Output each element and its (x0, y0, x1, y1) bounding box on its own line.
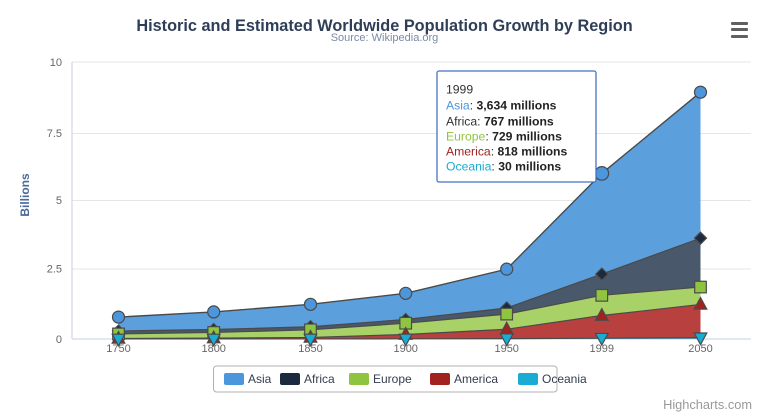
svg-text:1999: 1999 (446, 83, 473, 97)
svg-text:Oceania: Oceania (542, 372, 587, 386)
svg-text:Africa: Africa (304, 372, 335, 386)
svg-text:Asia: Asia (248, 372, 272, 386)
svg-text:Europe: 729 millions: Europe: 729 millions (446, 129, 562, 143)
svg-text:7.5: 7.5 (47, 128, 62, 140)
svg-text:America: America (454, 372, 498, 386)
svg-text:Africa: 767 millions: Africa: 767 millions (446, 115, 554, 129)
svg-text:5: 5 (56, 195, 62, 207)
svg-text:Oceania: 30 millions: Oceania: 30 millions (446, 160, 561, 174)
svg-text:0: 0 (56, 334, 62, 346)
svg-text:Asia: 3,634 millions: Asia: 3,634 millions (446, 99, 557, 113)
svg-text:Europe: Europe (373, 372, 412, 386)
svg-text:2.5: 2.5 (47, 264, 62, 276)
svg-text:America: 818 millions: America: 818 millions (446, 144, 567, 158)
svg-text:10: 10 (50, 57, 62, 69)
